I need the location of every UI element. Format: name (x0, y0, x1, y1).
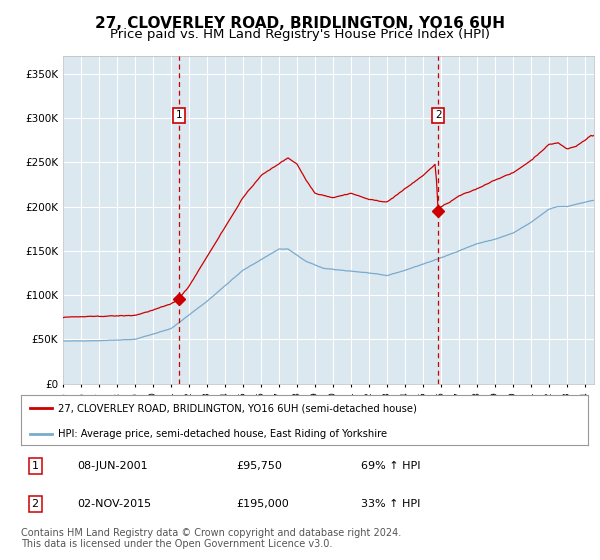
Text: 08-JUN-2001: 08-JUN-2001 (78, 461, 148, 471)
Text: 1: 1 (32, 461, 38, 471)
Text: HPI: Average price, semi-detached house, East Riding of Yorkshire: HPI: Average price, semi-detached house,… (58, 429, 387, 439)
Text: 2: 2 (435, 110, 442, 120)
Text: 1: 1 (176, 110, 182, 120)
Text: 02-NOV-2015: 02-NOV-2015 (78, 499, 152, 509)
Text: £95,750: £95,750 (236, 461, 283, 471)
Text: £195,000: £195,000 (236, 499, 289, 509)
Text: 33% ↑ HPI: 33% ↑ HPI (361, 499, 421, 509)
Text: 27, CLOVERLEY ROAD, BRIDLINGTON, YO16 6UH: 27, CLOVERLEY ROAD, BRIDLINGTON, YO16 6U… (95, 16, 505, 31)
Text: Price paid vs. HM Land Registry's House Price Index (HPI): Price paid vs. HM Land Registry's House … (110, 28, 490, 41)
Text: 27, CLOVERLEY ROAD, BRIDLINGTON, YO16 6UH (semi-detached house): 27, CLOVERLEY ROAD, BRIDLINGTON, YO16 6U… (58, 403, 417, 413)
Text: 69% ↑ HPI: 69% ↑ HPI (361, 461, 421, 471)
Text: 2: 2 (32, 499, 39, 509)
Text: Contains HM Land Registry data © Crown copyright and database right 2024.
This d: Contains HM Land Registry data © Crown c… (21, 528, 401, 549)
